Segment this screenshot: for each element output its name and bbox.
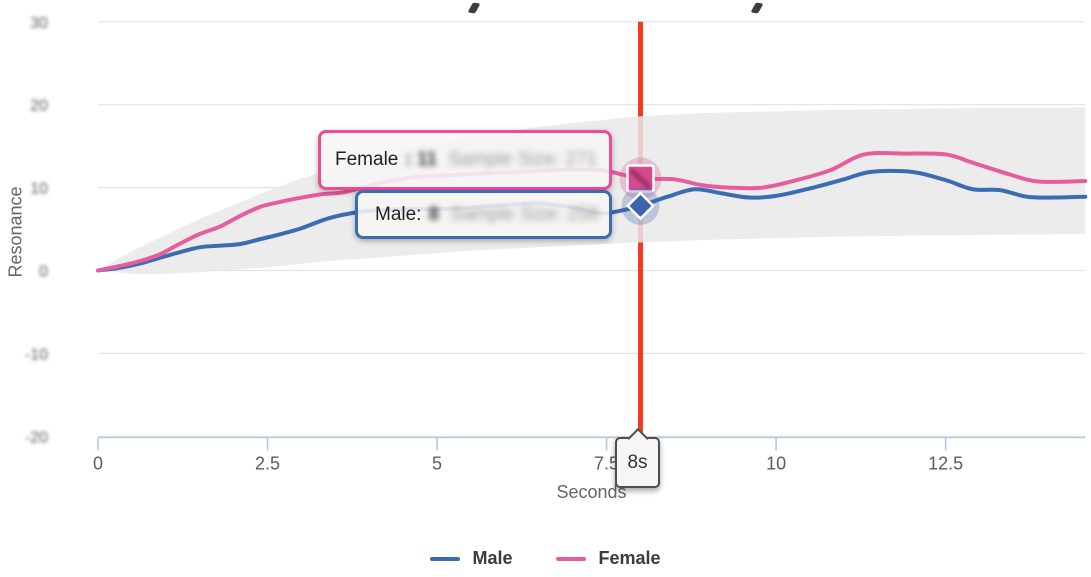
tooltip-male-value-blurred: 8: [428, 203, 440, 225]
y-tick-label: 30: [30, 15, 48, 32]
y-axis-title: Resonance: [5, 186, 26, 278]
tooltip-male: Male: 8 Sample Size: 258: [355, 190, 612, 239]
legend-item-female[interactable]: Female: [556, 548, 661, 569]
marker-blurred-value: [629, 168, 651, 189]
y-tick-label: -10: [25, 346, 48, 363]
y-tick-label: 0: [39, 264, 48, 281]
legend: Male Female: [0, 548, 1091, 569]
tooltip-female: Female : 11 Sample Size: 271: [318, 130, 612, 190]
x-tick-label: 10: [766, 454, 786, 474]
tooltip-male-label: Male:: [375, 203, 422, 225]
x-tick-label: 5: [432, 454, 442, 474]
cursor-axis-flag: 8s: [615, 427, 660, 488]
tooltip-female-value-blurred: : 11: [405, 149, 438, 170]
x-tick-label: 7.5: [594, 454, 619, 474]
male-line-swatch-icon: [430, 556, 461, 561]
legend-label-female: Female: [598, 548, 661, 568]
x-tick-label: 12.5: [928, 454, 963, 474]
marker-diamond-male: [625, 191, 655, 221]
legend-label-male: Male: [472, 548, 513, 568]
x-tick-label: 2.5: [255, 454, 280, 474]
cursor-flag-label: 8s: [627, 451, 648, 473]
tooltip-female-label: Female: [335, 149, 399, 170]
x-tick-label: 0: [93, 454, 103, 474]
y-tick-label: -20: [25, 429, 48, 446]
legend-item-male[interactable]: Male: [430, 548, 512, 569]
y-tick-label: 10: [30, 181, 48, 198]
tooltip-male-sample-blurred: Sample Size: 258: [450, 203, 599, 225]
female-line-swatch-icon: [556, 556, 587, 561]
x-axis-title: Seconds: [556, 482, 627, 502]
y-tick-label: 20: [30, 98, 48, 115]
tooltip-female-sample-blurred: Sample Size: 271: [448, 149, 597, 170]
